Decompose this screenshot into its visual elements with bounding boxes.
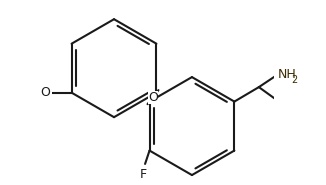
Text: F: F (139, 168, 146, 181)
Text: O: O (40, 86, 50, 99)
Text: 2: 2 (291, 75, 298, 85)
Text: NH: NH (278, 68, 297, 81)
Text: O: O (148, 91, 158, 104)
